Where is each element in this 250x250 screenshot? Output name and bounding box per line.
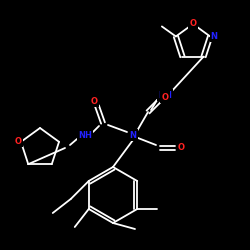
Text: N: N xyxy=(130,130,136,140)
Text: N: N xyxy=(210,32,218,41)
Text: O: O xyxy=(178,144,184,152)
Text: NH: NH xyxy=(78,130,92,140)
Text: O: O xyxy=(90,96,98,106)
Text: O: O xyxy=(190,20,196,28)
Text: O: O xyxy=(14,137,21,146)
Text: O: O xyxy=(162,92,168,102)
Text: NH: NH xyxy=(158,90,172,100)
